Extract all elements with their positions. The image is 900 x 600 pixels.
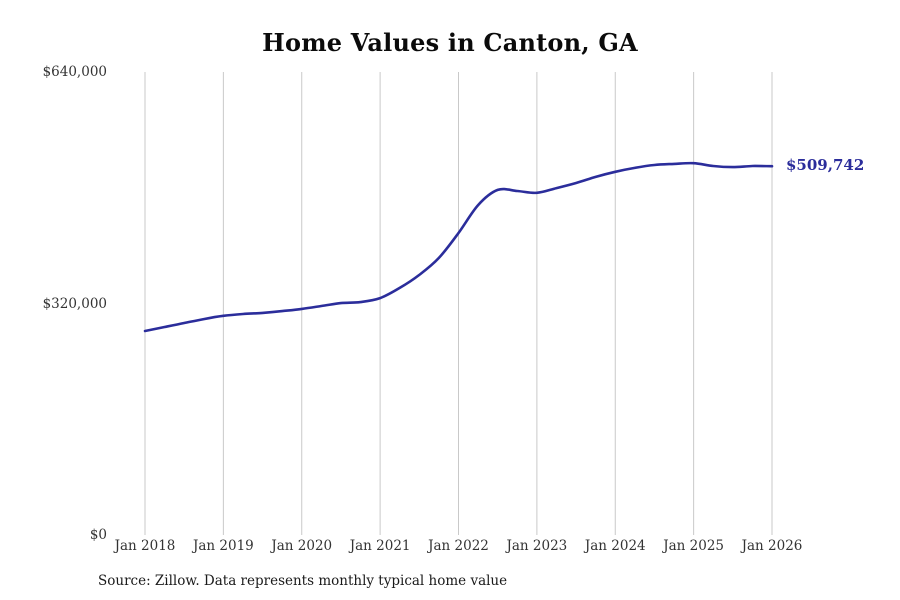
chart-title: Home Values in Canton, GA xyxy=(262,28,638,57)
x-tick-label: Jan 2026 xyxy=(741,538,803,554)
y-tick-label: $320,000 xyxy=(42,295,107,312)
x-tick-label: Jan 2020 xyxy=(271,538,333,554)
x-tick-label: Jan 2021 xyxy=(349,538,411,554)
x-tick-label: Jan 2018 xyxy=(114,538,176,554)
x-tick-label: Jan 2019 xyxy=(192,538,254,554)
source-note: Source: Zillow. Data represents monthly … xyxy=(98,573,508,589)
latest-value-label: $509,742 xyxy=(786,156,865,175)
x-tick-label: Jan 2022 xyxy=(428,538,489,554)
x-tick-label: Jan 2023 xyxy=(506,538,568,554)
y-tick-label: $0 xyxy=(89,527,107,543)
x-tick-label: Jan 2024 xyxy=(584,538,646,554)
x-tick-label: Jan 2025 xyxy=(663,538,725,554)
y-tick-label: $640,000 xyxy=(42,64,107,80)
home-value-line xyxy=(143,161,774,333)
